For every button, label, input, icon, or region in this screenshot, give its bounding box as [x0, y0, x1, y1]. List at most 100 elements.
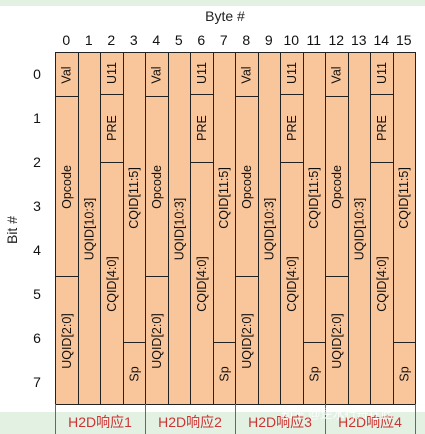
bit-axis-title: Bit #: [4, 216, 20, 245]
byte-number: 12: [328, 32, 345, 48]
group-label: H2D响应2: [158, 414, 222, 430]
field-label: CQID[11:5]: [397, 166, 412, 229]
field-cqid-high: CQID[11:5]: [122, 52, 146, 344]
watermark: 知乎 @逆水行舟在此: [281, 407, 393, 421]
field-label: U11: [194, 62, 209, 85]
field-opcode: Opcode: [145, 96, 169, 278]
byte-axis-title: Byte #: [205, 8, 245, 24]
group-divider: [145, 404, 146, 434]
field-grid: Val Opcode UQID[2:0] UQID[10:3] U11 PRE CQID[4…: [55, 52, 416, 405]
field-val: Val: [235, 52, 259, 97]
byte-number: 11: [306, 32, 322, 48]
field-val: Val: [145, 52, 169, 97]
field-label: Val: [239, 65, 254, 84]
field-label: UQID[2:0]: [329, 312, 344, 369]
field-label: CQID[11:5]: [127, 166, 142, 229]
field-cqid-high: CQID[11:5]: [302, 52, 326, 344]
byte-number: 1: [84, 32, 93, 48]
field-label: PRE: [374, 115, 389, 142]
group-divider: [235, 404, 236, 434]
field-opcode: Opcode: [55, 96, 79, 278]
byte-number: 13: [350, 32, 367, 48]
field-cqid-low: CQID[4:0]: [100, 162, 124, 405]
field-label: Val: [59, 65, 74, 84]
field-label: Sp: [397, 366, 412, 382]
field-label: Sp: [217, 366, 232, 382]
byte-number: 9: [264, 32, 273, 48]
field-pre: PRE: [100, 93, 124, 163]
bit-number: 4: [33, 242, 41, 258]
field-cqid-high: CQID[11:5]: [392, 52, 416, 344]
byte-number: 5: [174, 32, 183, 48]
field-pre: PRE: [370, 93, 394, 163]
field-u11: U11: [100, 52, 124, 95]
group-divider: [415, 404, 416, 434]
byte-number: 7: [219, 32, 228, 48]
field-opcode: Opcode: [325, 96, 349, 278]
group-label: H2D响应3: [248, 414, 312, 430]
bit-number: 1: [33, 110, 41, 126]
field-label: Val: [149, 65, 164, 84]
byte-number: 3: [129, 32, 138, 48]
field-label: U11: [104, 62, 119, 85]
field-pre: PRE: [280, 93, 304, 163]
bit-number: 7: [33, 374, 41, 390]
field-label: UQID[10:3]: [172, 197, 187, 260]
field-u11: U11: [370, 52, 394, 95]
field-uqid-high: UQID[10:3]: [347, 52, 371, 405]
field-label: Sp: [127, 366, 142, 382]
field-cqid-low: CQID[4:0]: [190, 162, 214, 405]
field-opcode: Opcode: [235, 96, 259, 278]
top-band: [0, 0, 425, 6]
field-uqid-low: UQID[2:0]: [235, 276, 259, 405]
field-uqid-low: UQID[2:0]: [55, 276, 79, 405]
field-label: CQID[11:5]: [307, 166, 322, 229]
field-u11: U11: [190, 52, 214, 95]
field-val: Val: [325, 52, 349, 97]
field-label: CQID[4:0]: [374, 255, 389, 312]
field-label: PRE: [194, 115, 209, 142]
group-label: H2D响应1: [68, 414, 132, 430]
field-sp: Sp: [212, 342, 236, 405]
field-label: UQID[10:3]: [82, 197, 97, 260]
field-label: Sp: [307, 366, 322, 382]
byte-number: 2: [107, 32, 116, 48]
field-label: UQID[10:3]: [262, 197, 277, 260]
field-label: UQID[2:0]: [59, 312, 74, 369]
field-label: CQID[4:0]: [284, 255, 299, 312]
field-label: Opcode: [239, 164, 254, 209]
field-cqid-high: CQID[11:5]: [212, 52, 236, 344]
field-cqid-low: CQID[4:0]: [280, 162, 304, 405]
field-sp: Sp: [302, 342, 326, 405]
bottom-band: [0, 412, 425, 434]
bit-number: 6: [33, 330, 41, 346]
field-label: CQID[4:0]: [194, 255, 209, 312]
field-label: U11: [374, 62, 389, 85]
byte-number: 15: [395, 32, 412, 48]
field-label: UQID[10:3]: [352, 197, 367, 260]
field-sp: Sp: [122, 342, 146, 405]
field-label: Opcode: [59, 164, 74, 209]
field-label: Val: [329, 65, 344, 84]
byte-number: 4: [152, 32, 161, 48]
field-label: U11: [284, 62, 299, 85]
group-divider: [55, 404, 56, 434]
byte-number: 0: [62, 32, 71, 48]
field-val: Val: [55, 52, 79, 97]
field-sp: Sp: [392, 342, 416, 405]
field-label: UQID[2:0]: [149, 312, 164, 369]
bit-number: 5: [33, 286, 41, 302]
bit-number: 3: [33, 198, 41, 214]
field-label: CQID[11:5]: [217, 166, 232, 229]
byte-number: 6: [197, 32, 206, 48]
bit-number: 2: [33, 154, 41, 170]
field-uqid-high: UQID[10:3]: [77, 52, 101, 405]
field-uqid-low: UQID[2:0]: [145, 276, 169, 405]
field-uqid-high: UQID[10:3]: [167, 52, 191, 405]
field-label: UQID[2:0]: [239, 312, 254, 369]
group-divider: [325, 404, 326, 434]
byte-number: 10: [283, 32, 300, 48]
byte-number: 14: [373, 32, 390, 48]
field-label: Opcode: [329, 164, 344, 209]
field-label: Opcode: [149, 164, 164, 209]
